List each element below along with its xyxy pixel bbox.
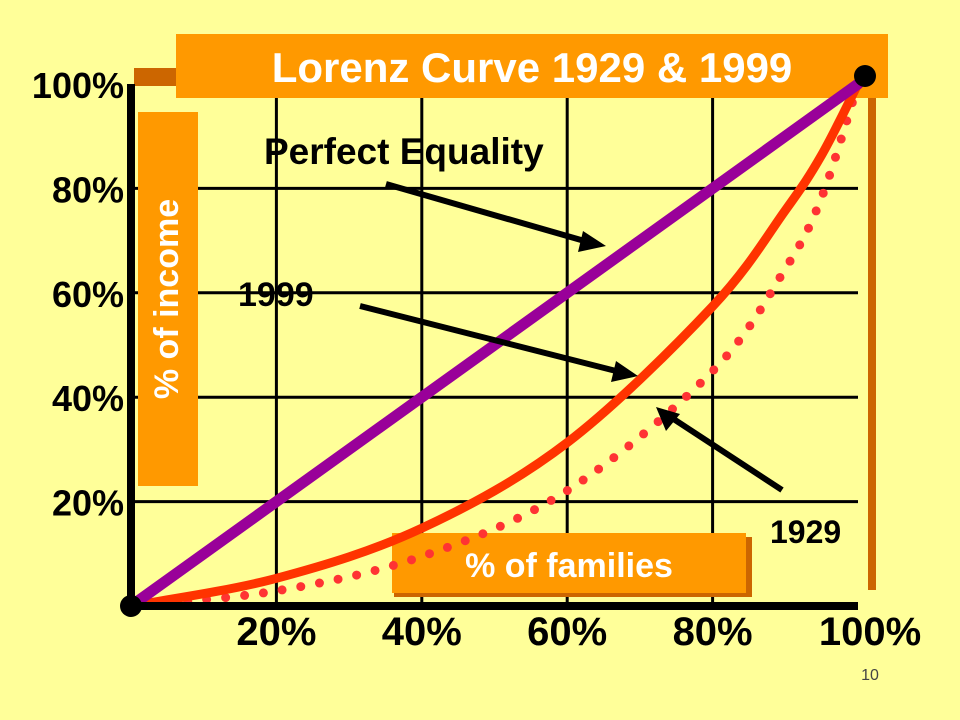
arrowhead-1999 — [611, 361, 638, 382]
annotation-perfect-equality: Perfect Equality — [264, 131, 544, 172]
arrow-perfect-equality — [385, 181, 589, 245]
series-line-1999 — [126, 79, 863, 611]
series-line-perfect-equality — [125, 78, 864, 612]
y-tick-label: 60% — [52, 274, 124, 315]
x-axis-label: % of families — [465, 547, 673, 585]
grid — [131, 84, 858, 606]
x-tick-label: 20% — [236, 610, 316, 654]
annotation-1929: 1929 — [770, 514, 841, 550]
x-axis-label-box: % of families — [392, 533, 752, 597]
origin-point — [120, 595, 142, 617]
annotations: Perfect Equality 1999 1929 — [238, 131, 841, 550]
y-tick-labels: 20% 40% 60% 80% 100% — [32, 65, 124, 524]
arrowhead-1929 — [656, 407, 680, 431]
arrow-1999 — [359, 303, 621, 375]
y-tick-label: 100% — [32, 65, 124, 106]
title-box: Lorenz Curve 1929 & 1999 — [134, 34, 888, 98]
y-tick-label: 80% — [52, 169, 124, 210]
y-tick-label: 20% — [52, 483, 124, 524]
x-tick-label: 40% — [382, 610, 462, 654]
annotation-1999: 1999 — [238, 276, 314, 314]
x-tick-label: 80% — [673, 610, 753, 654]
arrowhead-perfect-equality — [578, 231, 606, 252]
series-line-1929 — [126, 79, 863, 611]
y-axis-label-box: % of income — [138, 112, 198, 486]
y-axis-label: % of income — [148, 199, 186, 399]
plot-right-edge — [868, 96, 876, 590]
x-tick-label: 60% — [527, 610, 607, 654]
chart-title: Lorenz Curve 1929 & 1999 — [272, 44, 793, 91]
x-tick-label: 100% — [819, 610, 921, 654]
x-tick-labels: 20% 40% 60% 80% 100% — [236, 610, 921, 654]
y-tick-label: 40% — [52, 378, 124, 419]
slide-number: 10 — [861, 667, 879, 684]
series-layer — [125, 78, 864, 612]
arrow-1929 — [670, 415, 784, 493]
end-point — [854, 65, 876, 87]
